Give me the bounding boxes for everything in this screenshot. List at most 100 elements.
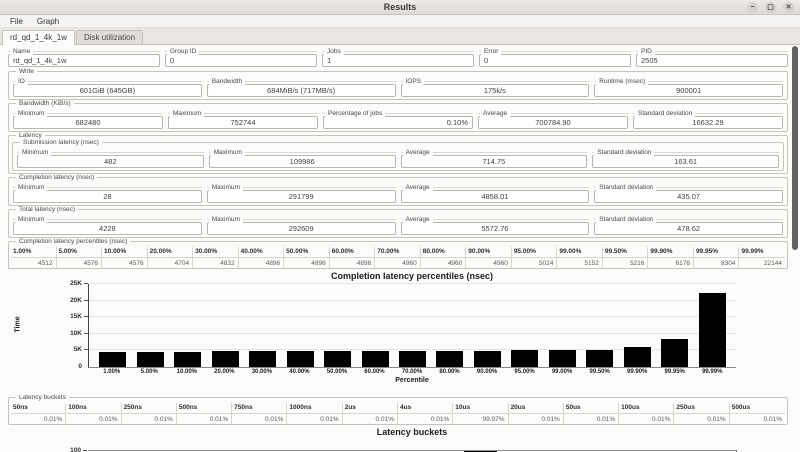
bucket-header: 100us [619,403,674,414]
bar [211,351,239,367]
field-runtime: Runtime (msec) 900001 [594,78,783,97]
y-tick-label: 5K [73,346,82,354]
minimize-icon[interactable]: − [747,2,758,13]
percentile-value: 5216 [629,260,645,267]
vertical-scrollbar[interactable] [792,46,798,450]
total-latency-group: Total latency (nsec) Minimum 4228 Maximu… [8,206,788,238]
group-id-label: Group ID [167,48,200,55]
chart-title: Latency buckets [376,427,448,437]
error-input[interactable]: 0 [479,54,631,67]
percentile-cell: 50.00% 4896 [284,247,330,268]
minimum-label: Minimum [19,149,52,156]
bar-slot [94,284,131,367]
x-tick-label: 1.00% [103,369,121,375]
runtime-value[interactable]: 900001 [594,84,783,97]
percentile-cell: 95.00% 5024 [511,247,558,268]
bw-pct-jobs-value[interactable]: 0.10% [323,116,473,129]
clat-minimum-value[interactable]: 28 [13,190,202,203]
bucket-header: 250us [674,403,729,414]
bar [623,346,651,367]
iops-value[interactable]: 175k/s [400,84,590,97]
bar-slot [544,284,581,367]
clat-stddev-value[interactable]: 435.07 [594,190,783,203]
tab-job-result[interactable]: rd_qd_1_4k_1w [2,30,75,45]
bar-slot [356,284,393,367]
bw-minimum-value[interactable]: 682480 [13,116,163,129]
percentile-cell: 20.00% 4704 [147,247,194,268]
bucket-cell: 500ns 0.01% [176,403,233,424]
percentile-value: 4896 [265,260,281,267]
close-icon[interactable]: ✕ [783,2,794,13]
percentile-header: 99.00% [557,247,602,258]
pct-jobs-label: Percentage of jobs [325,110,386,117]
bucket-value: 0.01% [99,416,118,423]
stddev-label: Standard deviation [635,110,696,117]
completion-latency-group: Completion latency (nsec) Minimum 28 Max… [8,174,788,206]
tabbar: rd_qd_1_4k_1w Disk utilization [0,28,800,45]
bar-slot [131,284,168,367]
slat-average-value[interactable]: 714.75 [400,155,588,168]
menu-file[interactable]: File [10,16,23,26]
bar-slot [619,284,656,367]
percentile-cell: 99.95% 8304 [693,247,740,268]
pid-input[interactable]: 2505 [636,54,788,67]
bucket-value: 99.97% [482,416,505,423]
tab-disk-utilization[interactable]: Disk utilization [75,30,144,44]
window-title: Results [383,2,417,12]
field-slat-minimum: Minimum 482 [17,149,204,168]
bucket-cell: 4us 0.01% [397,403,454,424]
bw-maximum-value[interactable]: 752744 [168,116,318,129]
percentile-header: 90.00% [466,247,511,258]
results-panel: Name rd_qd_1_4k_1w Group ID 0 Jobs 1 Err… [0,45,800,452]
lat-maximum-value[interactable]: 292609 [206,222,396,235]
percentile-header: 40.00% [238,247,284,258]
percentile-header: 60.00% [329,247,375,258]
percentile-cell: 40.00% 4896 [238,247,285,268]
bar [436,350,464,367]
x-tick-label: 99.95% [664,369,685,375]
chart-title: Completion latency percentiles (nsec) [330,271,494,281]
percentile-value: 4896 [311,260,326,267]
bar [698,293,726,367]
bucket-header: 10us [453,403,508,414]
io-label: IO [15,78,28,85]
clat-maximum-value[interactable]: 291799 [206,190,396,203]
x-tick-label: 10.00% [176,369,197,375]
percentile-cell: 80.00% 4960 [420,247,467,268]
io-value[interactable]: 601GiB (645GB) [13,84,202,97]
lat-stddev-value[interactable]: 478.62 [594,222,783,235]
scrollbar-thumb[interactable] [792,46,798,250]
percentile-value: 4576 [129,260,144,267]
bandwidth-kib-group: Bandwidth (KiB/s) Minimum 682480 Maximum… [8,100,788,132]
bar [174,351,202,367]
field-bw-minimum: Minimum 682480 [13,110,163,129]
menu-graph[interactable]: Graph [36,16,60,26]
group-id-input[interactable]: 0 [165,54,317,67]
bar-slot [281,284,318,367]
clat-average-value[interactable]: 4858.01 [400,190,590,203]
bucket-cell: 20us 0.01% [508,403,564,424]
field-slat-average: Average 714.75 [400,149,588,168]
percentile-cell: 10.00% 4576 [102,247,148,268]
lat-minimum-value[interactable]: 4228 [13,222,202,235]
name-input[interactable]: rd_qd_1_4k_1w [8,54,160,67]
slat-minimum-value[interactable]: 482 [17,155,204,168]
slat-stddev-value[interactable]: 163.61 [592,155,779,168]
lat-average-value[interactable]: 5572.76 [400,222,590,235]
percentiles-group: Completion latency percentiles (nsec) 1.… [8,238,788,269]
bar [361,350,389,367]
slat-maximum-value[interactable]: 109986 [208,155,396,168]
bandwidth-value[interactable]: 684MiB/s (717MB/s) [206,84,396,97]
percentile-header: 20.00% [147,247,193,258]
jobs-input[interactable]: 1 [322,54,474,67]
bw-stddev-value[interactable]: 16632.29 [633,116,783,129]
maximize-icon[interactable]: ▢ [765,2,776,13]
field-iops: IOPS 175k/s [400,78,590,97]
field-jobs: Jobs 1 [322,48,474,67]
bucket-value: 0.01% [541,416,560,423]
y-tick-label: 10K [70,329,82,337]
field-group-id: Group ID 0 [165,48,317,67]
bw-average-value[interactable]: 700784.90 [478,116,628,129]
bar-slot [244,284,281,367]
bucket-cell: 50us 0.01% [563,403,620,424]
